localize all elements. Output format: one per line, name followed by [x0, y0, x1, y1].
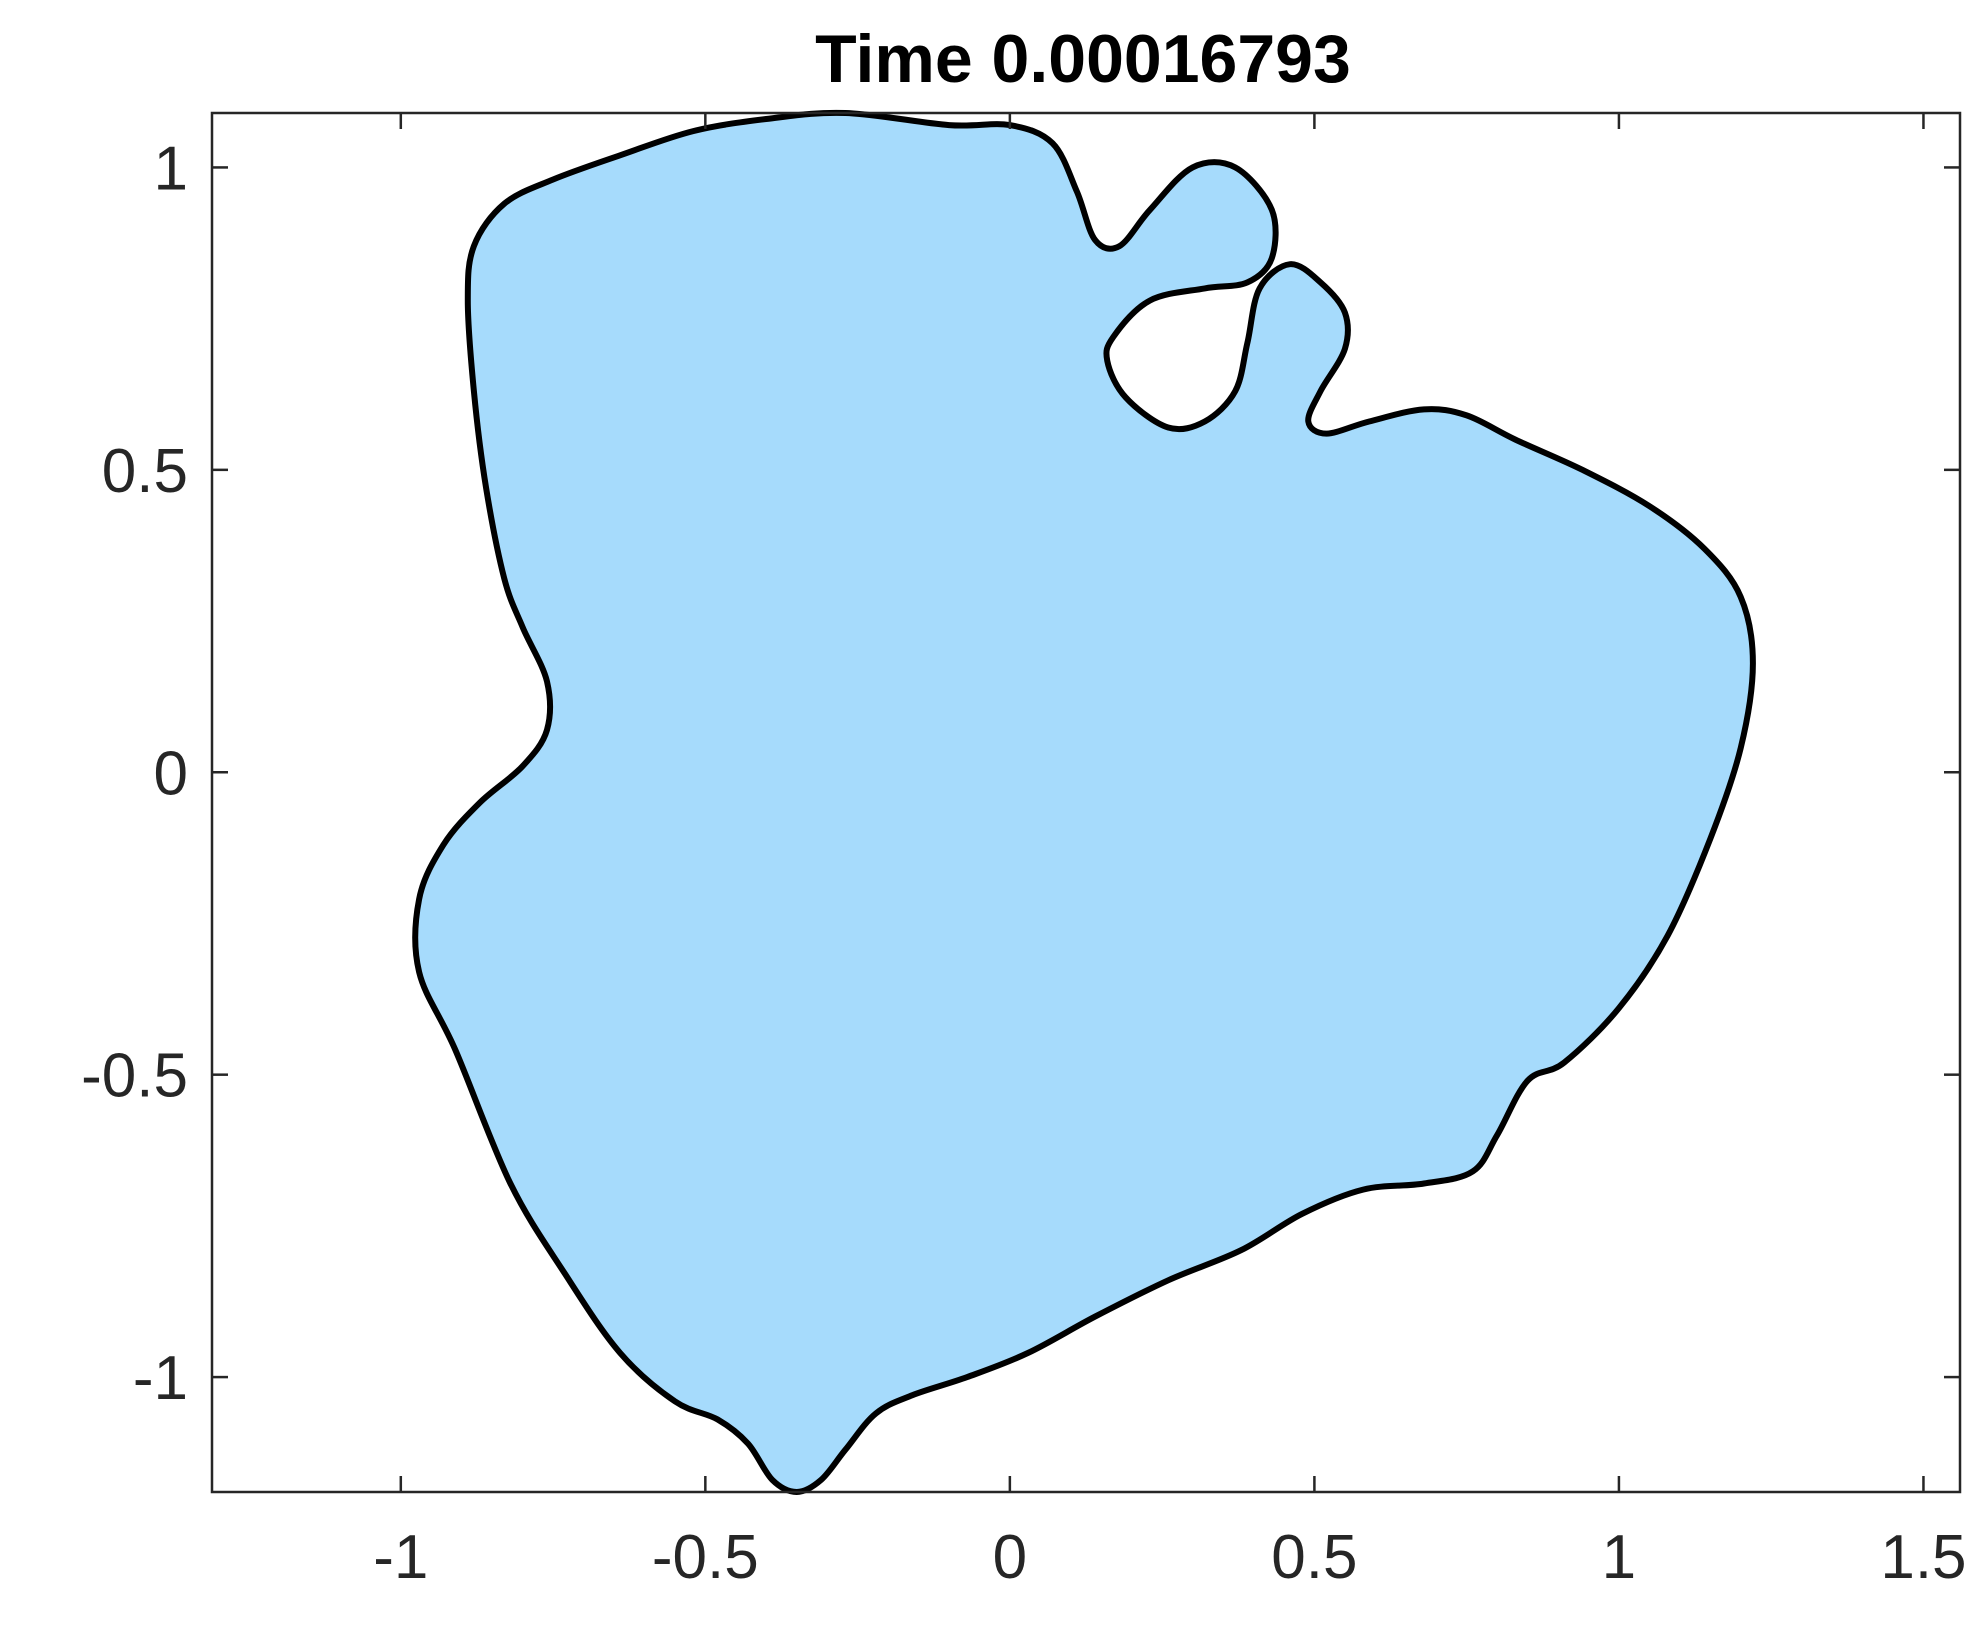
y-tick-label: 0.5 [102, 437, 188, 506]
y-tick-label: 1 [154, 134, 188, 203]
y-tick-label: -0.5 [81, 1042, 188, 1111]
chart-title: Time 0.00016793 [815, 21, 1351, 97]
x-tick-label: 0.5 [1271, 1523, 1357, 1592]
x-tick-label: 0 [993, 1523, 1027, 1592]
x-tick-label: 1.5 [1880, 1523, 1966, 1592]
axes-frame [210, 111, 1962, 1494]
y-tick-label: -1 [133, 1344, 188, 1413]
x-tick-label: -0.5 [652, 1523, 759, 1592]
filled-region-0 [412, 109, 1756, 1495]
axis-ticks: -1 -0.5 0 0.5 1 1.5 1 0.5 0 -0.5 -1 [81, 113, 1967, 1592]
x-tick-label: -1 [373, 1523, 428, 1592]
y-tick-label: 0 [154, 739, 188, 808]
plot-area [412, 109, 1756, 1495]
x-tick-label: 1 [1602, 1523, 1636, 1592]
